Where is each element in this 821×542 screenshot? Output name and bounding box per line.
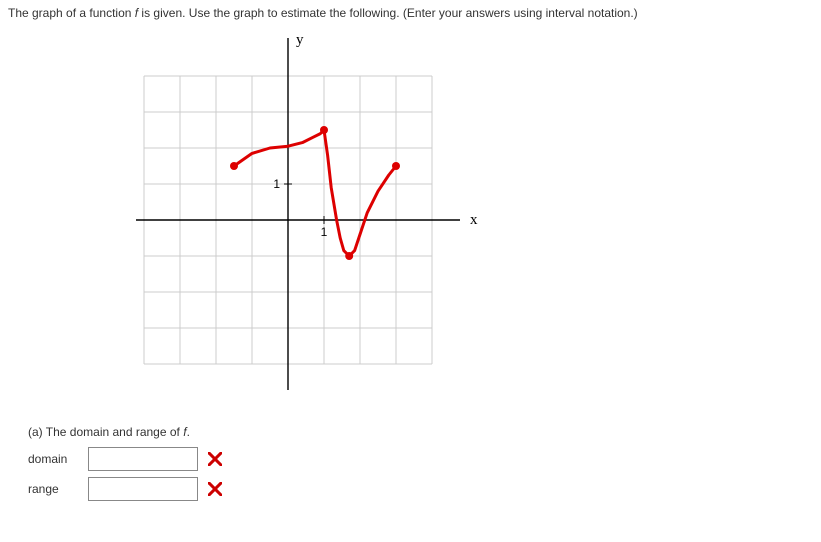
domain-input[interactable] — [88, 447, 198, 471]
wrong-icon — [208, 482, 222, 496]
question-text: The graph of a function f is given. Use … — [8, 6, 813, 20]
domain-row: domain — [28, 447, 813, 471]
part-a-suffix: . — [187, 425, 190, 439]
svg-text:1: 1 — [321, 225, 328, 239]
range-input[interactable] — [88, 477, 198, 501]
function-graph: 1 1 y x — [88, 30, 813, 413]
domain-label: domain — [28, 452, 78, 466]
svg-text:x: x — [470, 212, 478, 228]
range-row: range — [28, 477, 813, 501]
question-suffix: is given. Use the graph to estimate the … — [138, 6, 638, 20]
svg-text:y: y — [296, 32, 304, 48]
part-a-text: (a) The domain and range of f. — [28, 425, 813, 439]
question-prefix: The graph of a function — [8, 6, 135, 20]
range-label: range — [28, 482, 78, 496]
part-a-label: (a) The domain and range of — [28, 425, 183, 439]
svg-text:1: 1 — [273, 177, 280, 191]
wrong-icon — [208, 452, 222, 466]
